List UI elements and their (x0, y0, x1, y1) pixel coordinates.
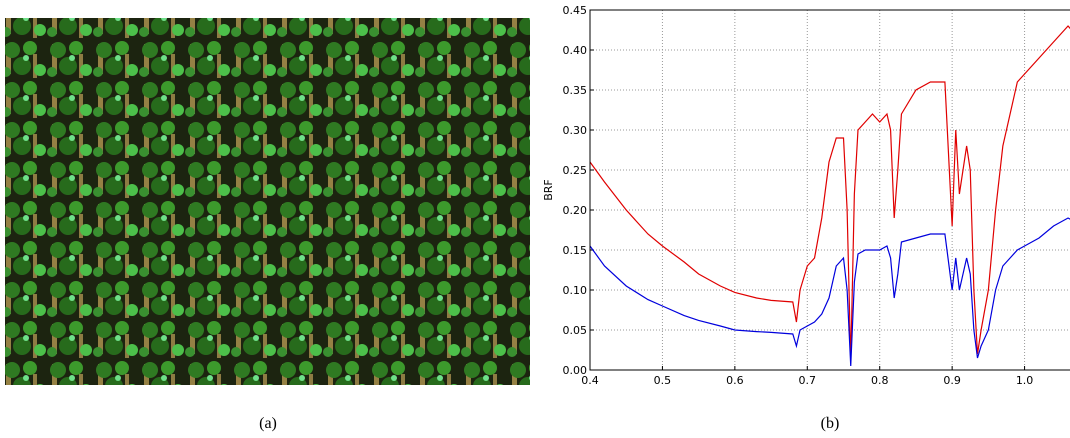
plot-frame (589, 9, 1070, 371)
series-line (589, 25, 1070, 363)
x-tick-label: 0.9 (943, 374, 961, 387)
x-tick-label: 0.8 (871, 374, 889, 387)
x-tick-label: 1.0 (1016, 374, 1034, 387)
y-tick-label: 0.05 (563, 324, 588, 337)
plot: 0.00 0.05 0.10 0.15 0.20 0.25 0.30 0.35 0.40 0.45… (563, 4, 1070, 387)
y-tick-label: 0.00 (563, 364, 588, 377)
y-tick-label: 0.25 (563, 164, 588, 177)
caption: (a) (259, 415, 277, 432)
canopy-image (5, 18, 530, 385)
series-line (589, 217, 1070, 367)
y-tick-label: 0.35 (563, 84, 588, 97)
x-tick-label: 0.4 (581, 374, 599, 387)
y-tick-label: 0.45 (563, 4, 588, 17)
y-axis-label: BRF (542, 179, 555, 201)
y-tick-label: 0.20 (563, 204, 588, 217)
x-tick-label: 0.6 (726, 374, 744, 387)
caption: (b) (821, 415, 840, 432)
y-tick-label: 0.10 (563, 284, 588, 297)
y-tick-label: 0.40 (563, 44, 588, 57)
x-tick-label: 0.5 (654, 374, 672, 387)
y-tick-label: 0.15 (563, 244, 588, 257)
x-tick-label: 0.7 (799, 374, 817, 387)
y-tick-label: 0.30 (563, 124, 588, 137)
